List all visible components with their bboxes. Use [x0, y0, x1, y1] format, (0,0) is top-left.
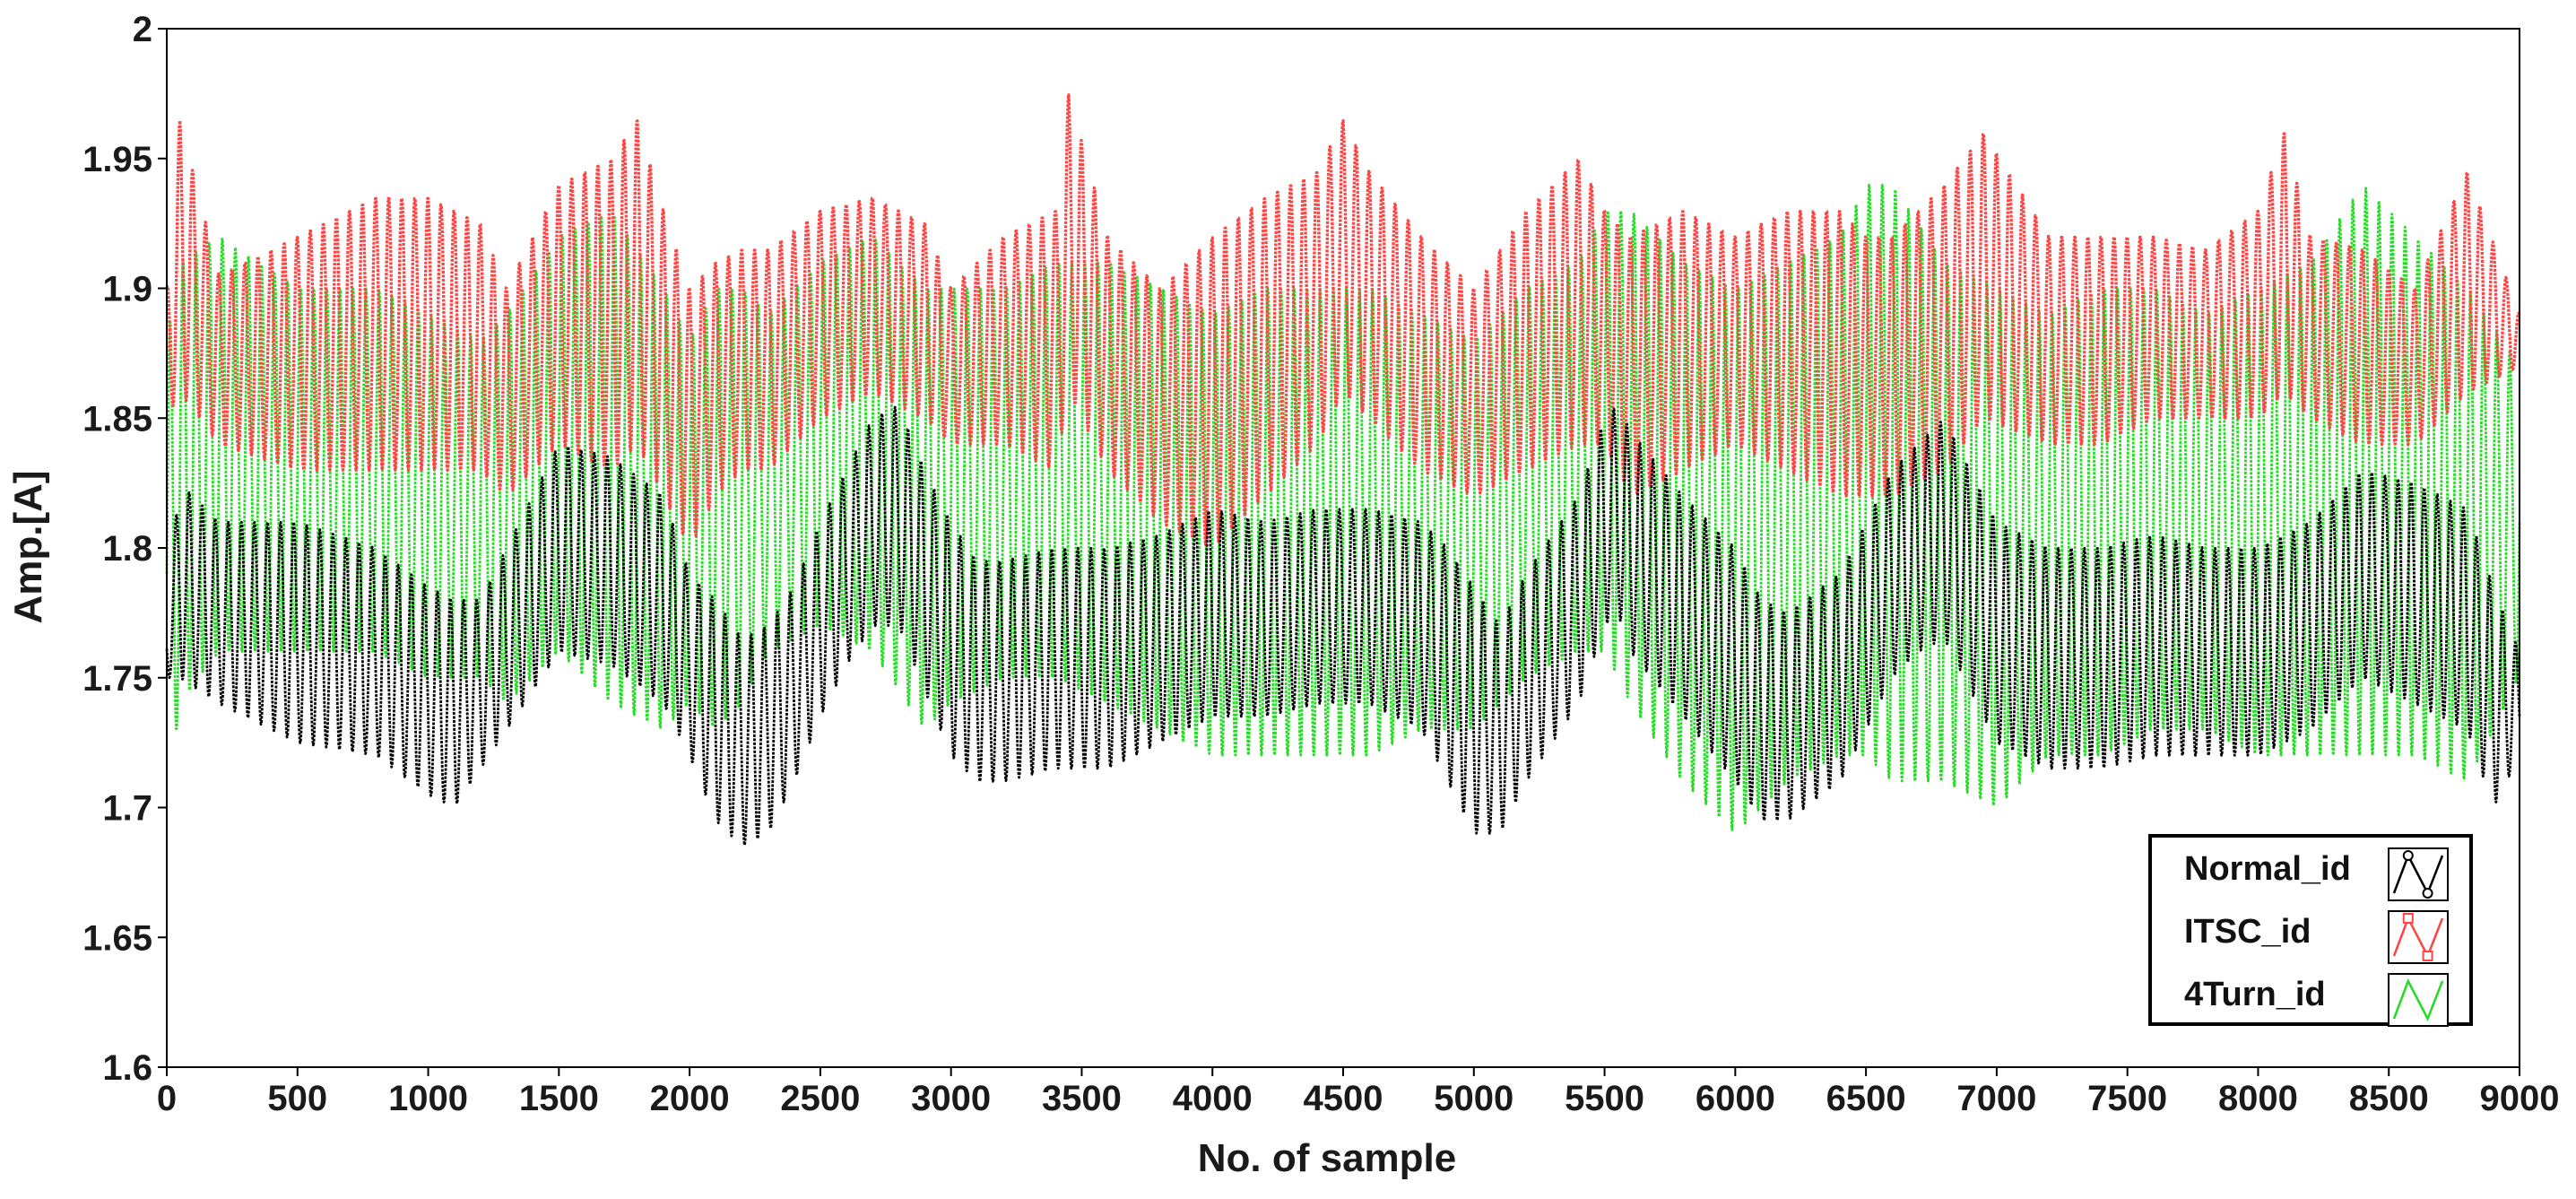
legend-swatch-4turn-id — [2388, 973, 2449, 1027]
y-tick-label: 1.9 — [102, 270, 152, 309]
x-tick-label: 2500 — [780, 1079, 860, 1118]
legend-swatch-itsc-id — [2388, 910, 2449, 964]
x-tick-label: 1000 — [388, 1079, 468, 1118]
y-tick-label: 1.7 — [102, 789, 152, 829]
x-tick-label: 5000 — [1434, 1079, 1514, 1118]
legend-label-itsc: ITSC_id — [2184, 913, 2311, 951]
x-tick-label: 1500 — [519, 1079, 599, 1118]
series-normal-id — [165, 405, 2521, 847]
legend-label-4turn: 4Turn_id — [2184, 976, 2326, 1013]
x-tick-label: 4000 — [1173, 1079, 1253, 1118]
legend-swatch-normal-id — [2388, 847, 2449, 901]
legend-swatches — [2388, 847, 2449, 1027]
legend-label-normal: Normal_id — [2184, 850, 2351, 888]
series-itsc-id — [165, 93, 2521, 546]
y-axis: 1.6 1.65 1.7 1.75 1.8 1.85 1.9 1.95 2 — [82, 10, 167, 1088]
y-tick-label: 1.6 — [102, 1048, 152, 1088]
y-tick-label: 1.85 — [82, 399, 152, 439]
legend: Normal_id ITSC_id 4Turn_id — [2148, 834, 2473, 1027]
x-tick-label: 7500 — [2087, 1079, 2167, 1118]
series-line — [165, 93, 2521, 546]
x-tick-label: 9000 — [2480, 1079, 2560, 1118]
y-tick-label: 1.65 — [82, 918, 152, 958]
x-tick-label: 6500 — [1826, 1079, 1906, 1118]
x-tick-label: 0 — [157, 1079, 177, 1118]
x-tick-label: 5500 — [1565, 1079, 1644, 1118]
x-tick-label: 7000 — [1956, 1079, 2036, 1118]
series-layer — [165, 93, 2521, 847]
x-tick-label: 3500 — [1042, 1079, 1122, 1118]
x-tick-label: 6000 — [1696, 1079, 1775, 1118]
y-tick-label: 1.95 — [82, 140, 152, 179]
y-tick-label: 1.8 — [102, 529, 152, 569]
y-tick-label: 2 — [133, 10, 152, 49]
x-tick-label: 4500 — [1304, 1079, 1383, 1118]
series-line — [165, 405, 2521, 847]
series-4turn-id — [165, 183, 2521, 831]
x-tick-label: 8000 — [2218, 1079, 2298, 1118]
x-tick-label: 2000 — [650, 1079, 730, 1118]
y-axis-title: Amp.[A] — [6, 470, 50, 623]
x-axis-title: No. of sample — [1198, 1136, 1457, 1180]
x-axis: 0 500 1000 1500 2000 2500 3000 3500 4000 4500 5000… — [157, 1067, 2560, 1118]
series-line — [165, 183, 2521, 831]
y-tick-label: 1.75 — [82, 659, 152, 699]
x-tick-label: 500 — [267, 1079, 327, 1118]
x-tick-label: 8500 — [2349, 1079, 2429, 1118]
x-tick-label: 3000 — [911, 1079, 991, 1118]
